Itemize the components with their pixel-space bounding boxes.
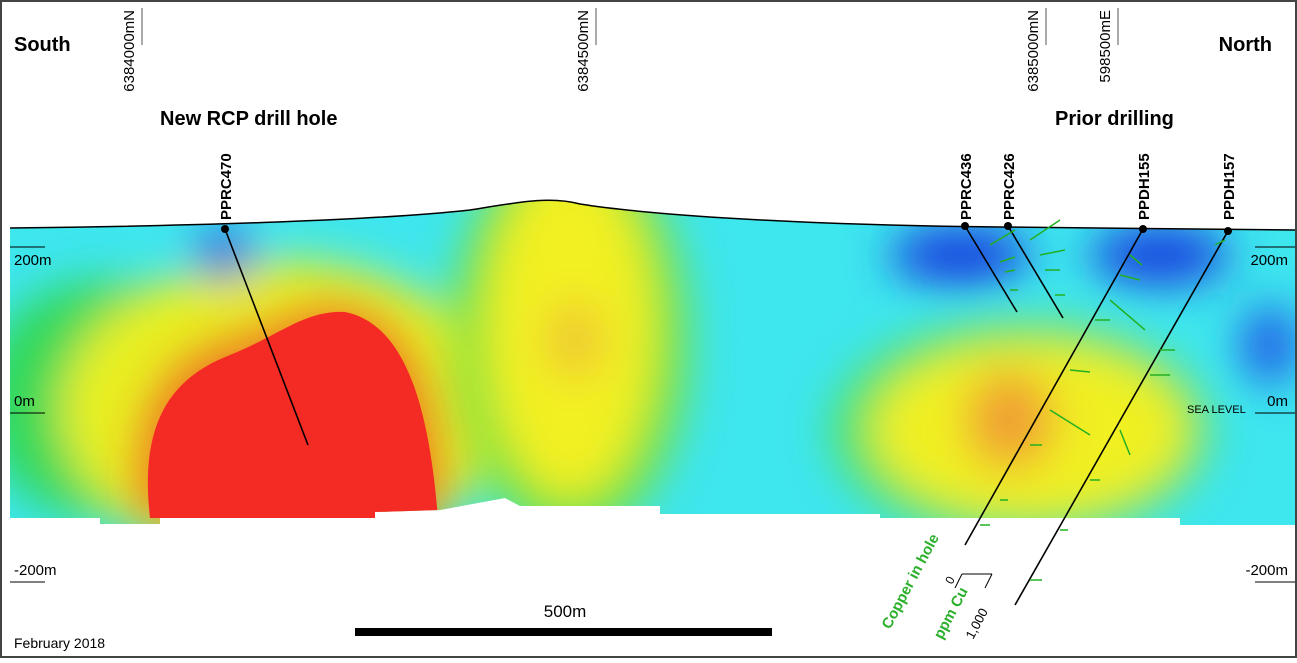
hole-label: PPDH155 — [1136, 153, 1153, 220]
date: February 2018 — [14, 635, 105, 651]
drill-holes — [224, 225, 1229, 606]
north-label: North — [1219, 34, 1272, 56]
elevation-label: 0m — [14, 393, 35, 410]
elevation-label: 200m — [14, 252, 52, 269]
group-label: Prior drilling — [1055, 108, 1174, 130]
elevation-ticks — [10, 246, 1295, 583]
scale-label: 500m — [544, 602, 587, 621]
hole-label: PPDH157 — [1221, 153, 1238, 220]
grid-label: 6385000mN — [1025, 10, 1042, 92]
south-label: South — [14, 34, 71, 56]
elevation-label: -200m — [1245, 562, 1288, 579]
topography — [9, 199, 1296, 231]
ip-section — [10, 200, 1295, 525]
hole-label: PPRC436 — [958, 153, 975, 220]
grid-label: 6384000mN — [121, 10, 138, 92]
grid-label: 6384500mN — [575, 10, 592, 92]
hole-label: PPRC470 — [218, 153, 235, 220]
elevation-label: 200m — [1250, 252, 1288, 269]
copper-traces — [980, 219, 1226, 581]
sea-level-label: SEA LEVEL — [1187, 404, 1246, 416]
hole-label: PPRC426 — [1001, 153, 1018, 220]
scale-bar — [355, 628, 772, 636]
collars — [221, 222, 1232, 235]
grid-label: 598500mE — [1097, 10, 1114, 83]
elevation-label: 0m — [1267, 393, 1288, 410]
elevation-label: -200m — [14, 562, 57, 579]
group-label: New RCP drill hole — [160, 108, 337, 130]
grid-markers: 6384000mN 6384500mN 6385000mN 598500mE — [121, 8, 1119, 92]
